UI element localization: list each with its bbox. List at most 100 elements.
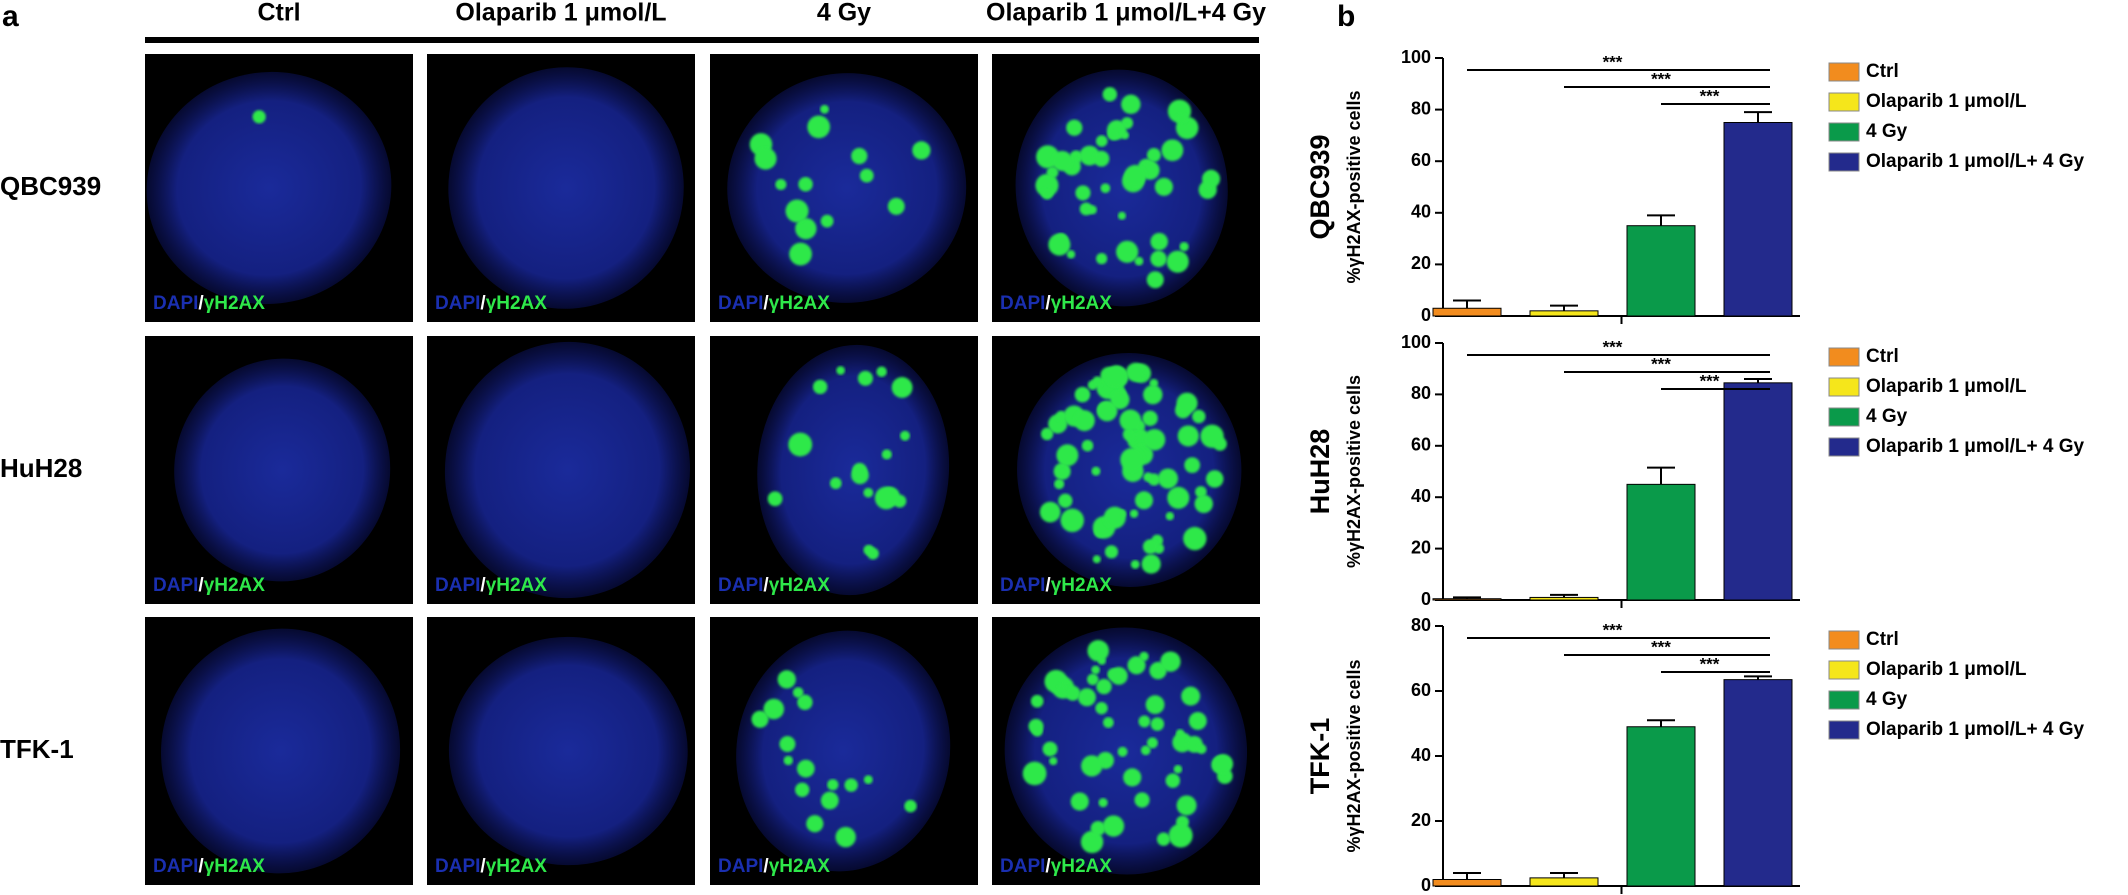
foci (785, 199, 809, 223)
foci (1053, 462, 1071, 480)
legend-swatch (1828, 720, 1860, 740)
foci (1213, 754, 1234, 774)
foci (1116, 240, 1139, 263)
y-tick-label: 80 (1411, 615, 1431, 635)
foci (1087, 673, 1099, 686)
foci (887, 197, 905, 215)
foci (1124, 164, 1147, 187)
foci (1049, 756, 1058, 766)
panel-label: b (1337, 0, 1355, 33)
foci (1093, 150, 1110, 167)
foci (1176, 392, 1198, 414)
significance-label: *** (1603, 52, 1623, 71)
y-axis-label: %γH2AX-positive cells (1344, 90, 1364, 283)
panel-label: a (2, 0, 19, 33)
significance-label: *** (1651, 354, 1671, 373)
foci (1022, 761, 1047, 786)
legend-swatch (1828, 347, 1860, 367)
foci (863, 544, 875, 556)
foci (777, 670, 796, 689)
significance-label: *** (1651, 69, 1671, 88)
stain-label-part: γH2AX (769, 575, 831, 596)
foci (1104, 545, 1119, 559)
error-bar (1647, 214, 1675, 226)
foci (1126, 362, 1146, 382)
legend-label: 4 Gy (1866, 406, 1908, 427)
micrograph: DAPI/γH2AX (710, 336, 978, 604)
foci (1142, 410, 1158, 427)
stain-label-part: γH2AX (1051, 293, 1113, 314)
foci (1040, 427, 1054, 441)
significance-label: *** (1700, 371, 1720, 390)
bar (1626, 225, 1696, 317)
foci (1143, 384, 1163, 405)
foci (1095, 135, 1108, 147)
foci (1090, 820, 1106, 836)
foci (820, 104, 829, 114)
legend-label: Ctrl (1866, 61, 1899, 82)
foci (1143, 472, 1153, 482)
foci (1157, 468, 1179, 489)
foci (1066, 250, 1076, 259)
foci (1095, 702, 1108, 715)
y-tick-label: 0 (1421, 589, 1431, 609)
foci (859, 168, 874, 183)
stain-label-part: / (198, 293, 204, 314)
y-tick-label: 100 (1401, 332, 1431, 352)
foci (1179, 241, 1189, 252)
foci (763, 698, 785, 720)
foci (1041, 187, 1054, 200)
stain-label-part: DAPI (1000, 293, 1045, 314)
foci (1100, 183, 1111, 194)
stain-label-part: γH2AX (486, 856, 548, 877)
foci (1130, 559, 1140, 569)
chart-title: TFK-1 (1305, 718, 1335, 795)
foci (1156, 832, 1171, 846)
legend-swatch (1828, 377, 1860, 397)
foci (1140, 745, 1151, 756)
legend-swatch (1828, 690, 1860, 710)
legend-swatch (1828, 122, 1860, 142)
foci (1056, 444, 1079, 467)
foci (1096, 400, 1118, 422)
chart-title: HuH28 (1305, 429, 1335, 515)
stain-label-part: / (480, 856, 486, 877)
significance-label: *** (1700, 654, 1720, 673)
error-bar (1453, 872, 1481, 880)
stain-label-part: DAPI (435, 293, 480, 314)
legend-swatch (1828, 62, 1860, 82)
foci (1120, 447, 1145, 472)
bar (1723, 679, 1793, 887)
legend-label: 4 Gy (1866, 121, 1908, 142)
foci (1165, 511, 1175, 521)
nucleus (161, 628, 401, 874)
foci (1183, 526, 1207, 551)
foci (1107, 128, 1120, 141)
stain-label-part: γH2AX (1051, 856, 1113, 877)
significance-label: *** (1700, 86, 1720, 105)
micrograph: DAPI/γH2AX (992, 336, 1260, 604)
stain-label-part: DAPI (153, 575, 198, 596)
foci (1172, 491, 1186, 505)
foci (1146, 737, 1158, 749)
stain-label-part: γH2AX (486, 575, 548, 596)
foci (1074, 386, 1091, 403)
error-bar (1647, 466, 1675, 485)
error-bar (1550, 872, 1578, 878)
y-tick-label: 80 (1411, 98, 1431, 118)
stain-label: DAPI/γH2AX (435, 293, 547, 314)
foci (795, 217, 817, 240)
stain-label-part: / (1045, 856, 1051, 877)
micrograph: DAPI/γH2AX (710, 54, 978, 322)
bar (1723, 122, 1793, 317)
stain-label-part: γH2AX (1051, 575, 1113, 596)
header-rule (145, 37, 1259, 43)
foci (1056, 685, 1067, 696)
micrograph: DAPI/γH2AX (145, 336, 413, 604)
foci (1028, 718, 1044, 734)
micrograph: DAPI/γH2AX (992, 54, 1260, 322)
foci (1102, 815, 1125, 837)
stain-label: DAPI/γH2AX (435, 856, 547, 877)
stain-label-part: / (763, 293, 769, 314)
bar (1432, 879, 1502, 887)
